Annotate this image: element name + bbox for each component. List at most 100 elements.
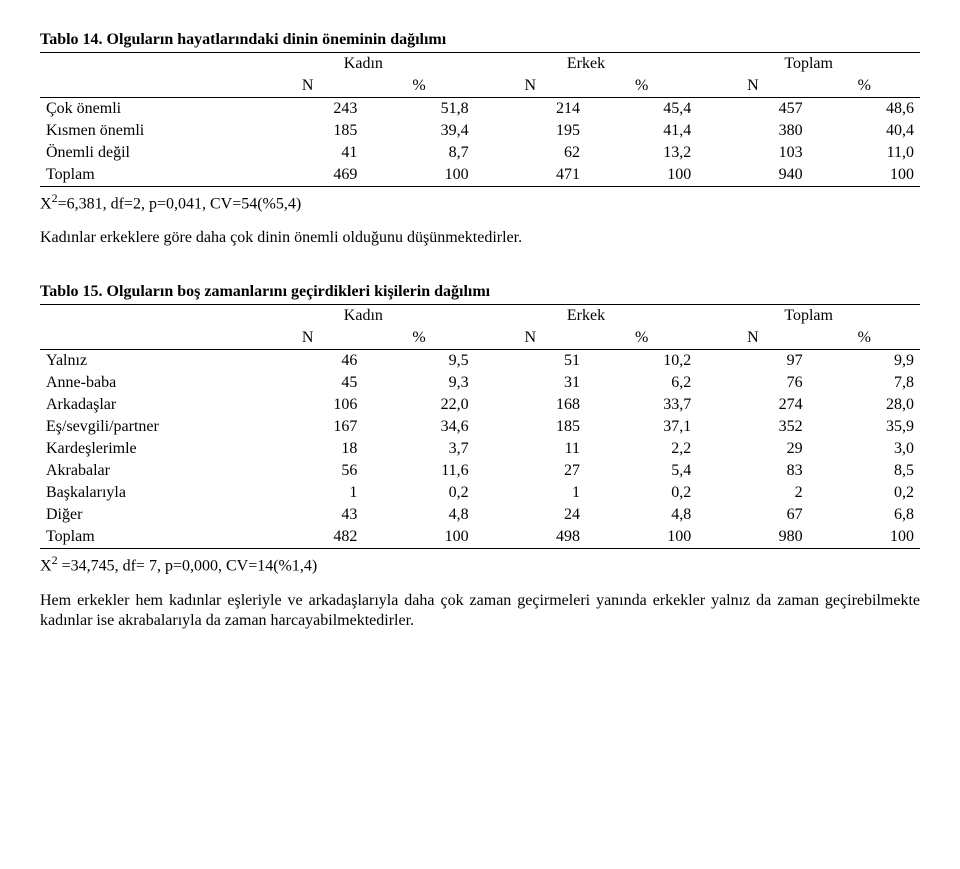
table15-stat-rest: =34,745, df= 7, p=0,000, CV=14(%1,4)	[58, 558, 318, 575]
table14-blank-subheader	[40, 75, 252, 98]
cell-p1: 34,6	[363, 416, 474, 438]
table14-sub-p2: %	[586, 75, 697, 98]
table-row: Anne-baba459,3316,2767,8	[40, 372, 920, 394]
table-row: Önemli değil418,76213,210311,0	[40, 142, 920, 164]
cell-n3: 83	[697, 460, 808, 482]
table15-header-kadin: Kadın	[252, 305, 475, 328]
cell-n1: 469	[252, 164, 363, 187]
row-label: Toplam	[40, 164, 252, 187]
cell-n2: 471	[475, 164, 586, 187]
cell-p1: 0,2	[363, 482, 474, 504]
cell-n1: 482	[252, 526, 363, 549]
cell-p1: 9,3	[363, 372, 474, 394]
cell-n1: 243	[252, 98, 363, 121]
cell-n1: 46	[252, 350, 363, 373]
table14-sub-n2: N	[475, 75, 586, 98]
cell-p2: 13,2	[586, 142, 697, 164]
cell-n1: 41	[252, 142, 363, 164]
cell-p2: 2,2	[586, 438, 697, 460]
cell-p2: 33,7	[586, 394, 697, 416]
row-label: Önemli değil	[40, 142, 252, 164]
cell-n3: 76	[697, 372, 808, 394]
table15-title: Tablo 15. Olguların boş zamanlarını geçi…	[40, 282, 920, 302]
cell-p1: 9,5	[363, 350, 474, 373]
cell-n2: 185	[475, 416, 586, 438]
cell-n2: 498	[475, 526, 586, 549]
cell-p1: 100	[363, 526, 474, 549]
table-row: Toplam482100498100980100	[40, 526, 920, 549]
cell-p1: 39,4	[363, 120, 474, 142]
table15-title-rest: Olguların boş zamanlarını geçirdikleri k…	[103, 283, 491, 300]
cell-p1: 11,6	[363, 460, 474, 482]
table15-header-toplam: Toplam	[697, 305, 920, 328]
table-row: Çok önemli24351,821445,445748,6	[40, 98, 920, 121]
cell-p3: 8,5	[809, 460, 920, 482]
cell-p3: 6,8	[809, 504, 920, 526]
cell-n3: 2	[697, 482, 808, 504]
row-label: Diğer	[40, 504, 252, 526]
table15-title-lead: Tablo 15.	[40, 283, 103, 300]
table15-blank-header	[40, 305, 252, 328]
table14-sub-header-row: N % N % N %	[40, 75, 920, 98]
table14: Kadın Erkek Toplam N % N % N % Çok öneml…	[40, 52, 920, 187]
cell-p3: 100	[809, 526, 920, 549]
cell-p3: 7,8	[809, 372, 920, 394]
table14-sub-n3: N	[697, 75, 808, 98]
cell-n1: 1	[252, 482, 363, 504]
cell-n1: 167	[252, 416, 363, 438]
row-label: Anne-baba	[40, 372, 252, 394]
cell-p2: 4,8	[586, 504, 697, 526]
table-row: Eş/sevgili/partner16734,618537,135235,9	[40, 416, 920, 438]
cell-p3: 11,0	[809, 142, 920, 164]
table15-sub-p1: %	[363, 327, 474, 350]
cell-p1: 51,8	[363, 98, 474, 121]
table-row: Başkalarıyla10,210,220,2	[40, 482, 920, 504]
table14-blank-header	[40, 53, 252, 76]
cell-n3: 352	[697, 416, 808, 438]
cell-p3: 35,9	[809, 416, 920, 438]
cell-p3: 100	[809, 164, 920, 187]
cell-n1: 185	[252, 120, 363, 142]
row-label: Kısmen önemli	[40, 120, 252, 142]
table15-sub-n2: N	[475, 327, 586, 350]
row-label: Başkalarıyla	[40, 482, 252, 504]
table-row: Toplam469100471100940100	[40, 164, 920, 187]
cell-n2: 11	[475, 438, 586, 460]
table-row: Kısmen önemli18539,419541,438040,4	[40, 120, 920, 142]
cell-p3: 40,4	[809, 120, 920, 142]
cell-n3: 380	[697, 120, 808, 142]
table15-sub-p2: %	[586, 327, 697, 350]
table15: Kadın Erkek Toplam N % N % N % Yalnız469…	[40, 304, 920, 549]
cell-p1: 100	[363, 164, 474, 187]
cell-n1: 56	[252, 460, 363, 482]
table14-stat-prefix: X	[40, 195, 52, 212]
row-label: Arkadaşlar	[40, 394, 252, 416]
table15-blank-subheader	[40, 327, 252, 350]
table14-body: Çok önemli24351,821445,445748,6Kısmen ön…	[40, 98, 920, 187]
cell-n3: 274	[697, 394, 808, 416]
table14-sub-n1: N	[252, 75, 363, 98]
table14-sub-p3: %	[809, 75, 920, 98]
table14-header-kadin: Kadın	[252, 53, 475, 76]
cell-p3: 0,2	[809, 482, 920, 504]
cell-n3: 67	[697, 504, 808, 526]
table15-sub-p3: %	[809, 327, 920, 350]
table14-stat-rest: =6,381, df=2, p=0,041, CV=54(%5,4)	[58, 195, 302, 212]
cell-p3: 28,0	[809, 394, 920, 416]
table-row: Yalnız469,55110,2979,9	[40, 350, 920, 373]
cell-p3: 9,9	[809, 350, 920, 373]
cell-p1: 8,7	[363, 142, 474, 164]
table-row: Diğer434,8244,8676,8	[40, 504, 920, 526]
cell-n2: 27	[475, 460, 586, 482]
cell-p2: 100	[586, 526, 697, 549]
cell-n2: 31	[475, 372, 586, 394]
cell-p2: 10,2	[586, 350, 697, 373]
table15-sub-header-row: N % N % N %	[40, 327, 920, 350]
table-row: Akrabalar5611,6275,4838,5	[40, 460, 920, 482]
cell-p1: 4,8	[363, 504, 474, 526]
cell-n1: 45	[252, 372, 363, 394]
table15-note: Hem erkekler hem kadınlar eşleriyle ve a…	[40, 591, 920, 631]
cell-n2: 195	[475, 120, 586, 142]
cell-n2: 214	[475, 98, 586, 121]
cell-n3: 97	[697, 350, 808, 373]
